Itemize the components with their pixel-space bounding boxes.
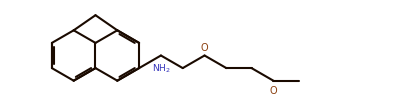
Text: O: O	[201, 42, 208, 52]
Text: O: O	[269, 85, 277, 95]
Text: NH$_2$: NH$_2$	[152, 62, 170, 74]
